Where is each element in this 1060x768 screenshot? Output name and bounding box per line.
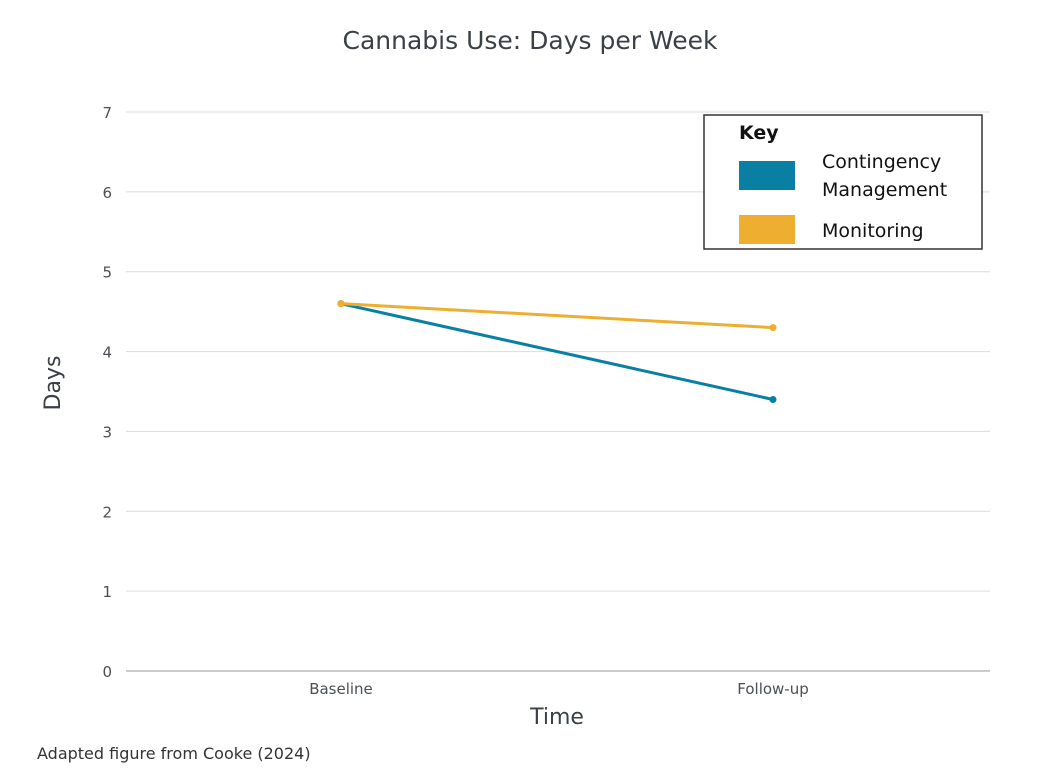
line-chart: Cannabis Use: Days per Week 0 1 2 3 4 5 6 7 Bas… — [41, 26, 990, 730]
y-tick-label: 7 — [102, 104, 112, 122]
x-tick-label: Baseline — [309, 680, 373, 698]
source-note: Adapted figure from Cooke (2024) — [37, 744, 311, 763]
data-point — [337, 300, 345, 308]
data-point — [769, 395, 777, 403]
legend-label: Contingency — [822, 151, 941, 173]
legend-title: Key — [739, 122, 779, 144]
x-axis-ticks: Baseline Follow-up — [309, 680, 809, 698]
y-tick-label: 4 — [102, 344, 112, 362]
y-tick-label: 0 — [102, 663, 112, 681]
x-tick-label: Follow-up — [737, 680, 809, 698]
series-lines — [337, 300, 777, 403]
y-tick-label: 6 — [102, 184, 112, 202]
data-point — [769, 324, 777, 332]
legend-swatch — [739, 215, 795, 244]
x-axis-label: Time — [529, 705, 584, 730]
legend-entries: Contingency Management Monitoring — [739, 151, 947, 244]
y-tick-label: 3 — [102, 423, 112, 441]
gridlines — [126, 111, 990, 592]
series-line-1 — [340, 302, 774, 330]
y-tick-label: 5 — [102, 264, 112, 282]
legend-label: Monitoring — [822, 220, 924, 242]
chart-title: Cannabis Use: Days per Week — [343, 26, 718, 55]
y-axis-label: Days — [41, 356, 66, 411]
legend-swatch — [739, 161, 795, 190]
series-line-0 — [340, 302, 774, 401]
y-tick-label: 2 — [102, 503, 112, 521]
legend-label: Management — [822, 179, 947, 201]
y-axis-ticks: 0 1 2 3 4 5 6 7 — [102, 104, 112, 681]
y-tick-label: 1 — [102, 583, 112, 601]
legend: Key Contingency Management Monitoring — [703, 114, 983, 250]
